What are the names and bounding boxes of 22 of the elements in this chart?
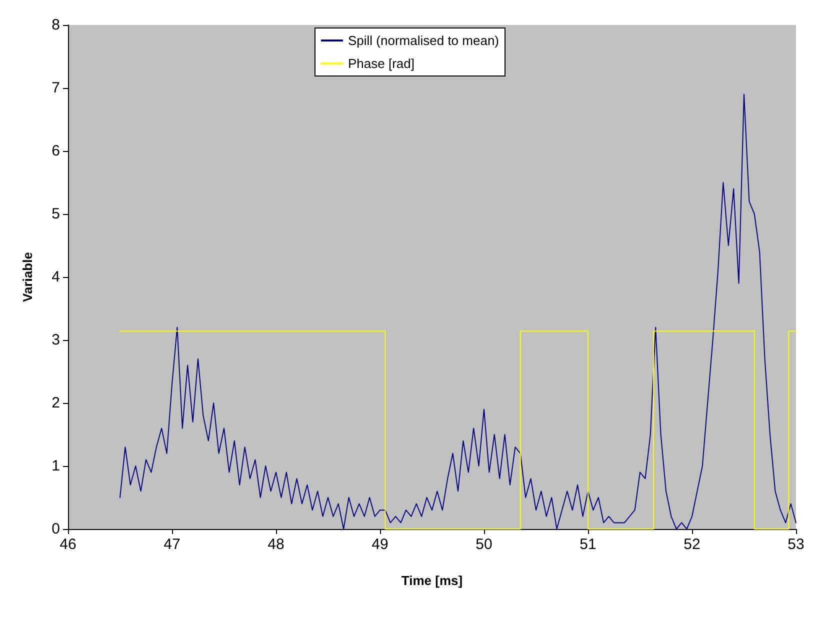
y-tick-label: 1: [52, 458, 60, 474]
y-tick-label: 5: [52, 206, 60, 222]
x-tick-label: 53: [788, 536, 804, 553]
x-tick-label: 52: [684, 536, 700, 553]
y-axis-title: Variable: [20, 252, 35, 302]
x-tick-label: 49: [372, 536, 388, 553]
x-tick-label: 50: [476, 536, 492, 553]
y-tick-label: 0: [52, 520, 60, 538]
legend-label: Spill (normalised to mean): [348, 33, 500, 48]
y-tick-label: 6: [52, 142, 60, 160]
y-tick-label: 4: [52, 268, 60, 286]
y-tick-label: 2: [52, 394, 60, 412]
x-tick-label: 48: [268, 536, 284, 553]
y-tick-label: 3: [52, 332, 60, 348]
x-tick-label: 47: [164, 536, 180, 553]
x-tick-label: 51: [580, 536, 596, 553]
x-tick-label: 46: [60, 536, 76, 553]
x-axis-title: Time [ms]: [401, 573, 463, 588]
y-tick-label: 7: [52, 80, 60, 96]
line-series: [120, 94, 796, 530]
legend-label: Phase [rad]: [348, 56, 414, 71]
y-tick-label: 8: [52, 16, 60, 34]
